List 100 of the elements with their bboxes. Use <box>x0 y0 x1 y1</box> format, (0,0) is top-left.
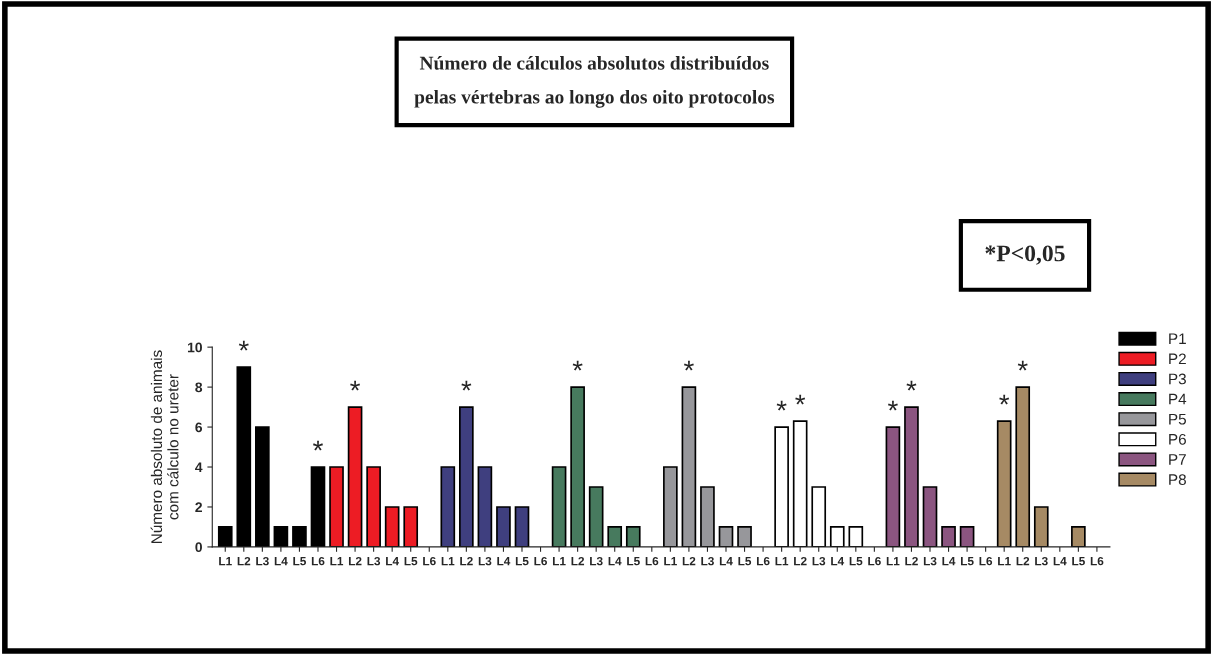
y-tick-label: 6 <box>195 422 203 433</box>
x-tick-label: L4 <box>608 557 622 566</box>
y-tick-label: 10 <box>187 342 202 353</box>
bar <box>570 386 585 547</box>
bar <box>217 526 233 547</box>
x-tick-label: L6 <box>423 556 436 566</box>
x-tick-label: L3 <box>701 556 714 566</box>
x-tick-label: L1 <box>219 557 232 566</box>
x-tick-label: L6 <box>756 556 770 566</box>
legend-label: P1 <box>1169 333 1186 344</box>
annotation: * <box>683 360 694 371</box>
text: *P<0,05 <box>985 245 1065 265</box>
x-tick-label: L2 <box>460 556 473 566</box>
x-tick-label: L5 <box>293 557 306 566</box>
bar <box>459 406 474 547</box>
x-tick-label: L2 <box>571 556 585 566</box>
x-tick-label: L1 <box>886 557 900 566</box>
x-tick-label: L6 <box>645 556 659 566</box>
bar <box>959 526 975 547</box>
x-tick-label: L5 <box>849 557 863 566</box>
x-tick-label: L1 <box>998 557 1011 566</box>
y-axis-title: Número absoluto de animais com cálculo no ureter <box>150 350 179 544</box>
annotation: * <box>572 360 583 371</box>
x-tick-label: L3 <box>1035 556 1048 566</box>
x-tick-label: L1 <box>775 557 789 566</box>
bar <box>904 406 919 547</box>
x-tick-label: L4 <box>942 557 956 566</box>
annotation: * <box>887 400 898 411</box>
x-tick-label: L6 <box>868 556 881 566</box>
x-tick-label: L2 <box>1016 556 1030 566</box>
annotation: * <box>906 380 917 391</box>
x-tick-label: L5 <box>960 557 974 566</box>
x-tick-label: L5 <box>627 557 640 566</box>
y-tick-label: 8 <box>195 382 203 393</box>
annotation: * <box>795 394 806 405</box>
x-tick-label: L5 <box>738 557 752 566</box>
bar <box>496 506 511 547</box>
x-tick-label: L6 <box>311 556 325 566</box>
x-tick-label: L5 <box>1072 557 1085 566</box>
bar <box>996 420 1012 547</box>
annotation: * <box>461 380 472 391</box>
bar <box>347 406 363 547</box>
legend-label: P6 <box>1169 433 1186 445</box>
annotation: * <box>999 394 1010 405</box>
legend-label: P2 <box>1169 353 1186 365</box>
bar <box>477 466 493 547</box>
annotation: * <box>350 380 361 391</box>
legend-label: P7 <box>1169 454 1186 465</box>
x-tick-label: L3 <box>812 556 826 566</box>
bar <box>588 486 604 547</box>
bar <box>310 466 326 547</box>
bar <box>681 386 697 547</box>
bar <box>607 526 623 547</box>
bar <box>551 466 567 547</box>
x-tick-label: L2 <box>794 556 807 566</box>
x-tick-label: L5 <box>515 557 529 566</box>
x-tick-label: L4 <box>1053 557 1067 566</box>
x-tick-label: L4 <box>831 557 845 566</box>
x-tick-label: L1 <box>441 557 455 566</box>
chart-title: Número de cálculos absolutos distribuídos pelas vértebras ao longo dos oito protocolos <box>414 56 775 108</box>
bar <box>403 506 419 547</box>
bar <box>774 426 789 547</box>
x-tick-label: L4 <box>274 557 288 566</box>
bar <box>366 466 381 547</box>
x-tick-label: L1 <box>552 557 566 566</box>
x-tick-label: L6 <box>979 556 993 566</box>
bar <box>1033 506 1049 547</box>
bar <box>236 366 252 547</box>
annotation: * <box>1017 360 1028 371</box>
bar <box>625 526 641 547</box>
bar <box>663 466 678 547</box>
x-tick-label: L4 <box>386 557 399 566</box>
legend-label: P3 <box>1169 373 1186 385</box>
x-tick-label: L1 <box>664 557 677 566</box>
bar <box>922 486 938 547</box>
bar <box>829 526 845 547</box>
x-tick-label: L5 <box>404 557 418 566</box>
x-tick-label: L3 <box>478 556 492 566</box>
x-tick-label: L3 <box>590 556 603 566</box>
bar <box>255 426 270 547</box>
bar <box>1015 386 1031 547</box>
bar <box>718 526 734 547</box>
x-tick-label: L2 <box>905 556 918 566</box>
bar <box>811 486 827 547</box>
y-tick-label: 0 <box>195 542 202 553</box>
bar <box>384 506 400 547</box>
bar <box>941 526 956 547</box>
bar <box>440 466 456 547</box>
legend-label: P8 <box>1169 474 1186 485</box>
y-tick-label: 2 <box>195 502 202 512</box>
x-tick-label: L2 <box>348 556 362 566</box>
x-tick-label: L3 <box>256 556 269 566</box>
bar <box>329 466 344 547</box>
bar <box>737 526 752 547</box>
bar <box>700 486 715 547</box>
bar <box>514 506 530 547</box>
annotation: * <box>776 400 787 411</box>
x-tick-label: L2 <box>682 556 696 566</box>
legend-label: P5 <box>1169 413 1186 425</box>
x-tick-label: L4 <box>719 557 733 566</box>
